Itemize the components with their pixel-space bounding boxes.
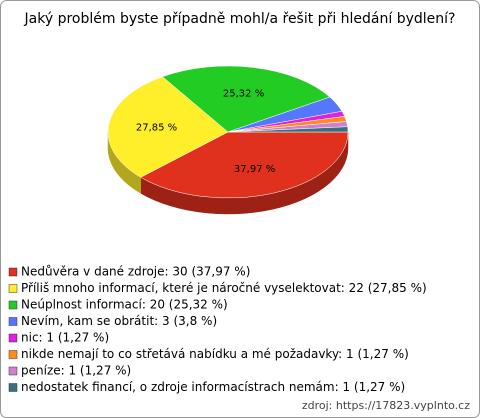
legend-swatch — [8, 300, 18, 310]
legend-label: Nevím, kam se obrátit: 3 (3,8 %) — [21, 314, 217, 328]
value-label: 27,85 % — [136, 122, 177, 133]
legend-swatch — [8, 317, 18, 326]
legend-swatch — [8, 350, 18, 359]
chart-title: Jaký problém byste případně mohl/a řešit… — [24, 11, 456, 27]
legend-swatch — [8, 267, 18, 277]
slice — [161, 65, 331, 133]
legend-label: Příliš mnoho informací, které je náročné… — [21, 281, 427, 295]
legend-swatch — [8, 366, 18, 376]
slice — [107, 76, 229, 178]
legend-label: Neúplnost informací: 20 (25,32 %) — [21, 298, 228, 312]
source: zdroj: https://17823.vyplnto.cz — [302, 399, 470, 412]
legend-label: nikde nemají to co střetává nabídku a mé… — [21, 347, 409, 361]
slice — [227, 126, 349, 133]
legend-swatch — [8, 383, 18, 392]
value-label: 37,97 % — [234, 164, 275, 175]
legend-label: nedostatek financí, o zdroje informacíst… — [21, 380, 405, 394]
slice — [140, 131, 349, 199]
legend-swatch — [8, 333, 18, 343]
legend-swatch — [8, 284, 18, 293]
value-label: 25,32 % — [223, 88, 264, 99]
legend-label: peníze: 1 (1,27 %) — [21, 364, 131, 378]
legend-label: Nedůvěra v dané zdroje: 30 (37,97 %) — [21, 265, 250, 279]
legend-label: nic: 1 (1,27 %) — [21, 331, 109, 345]
